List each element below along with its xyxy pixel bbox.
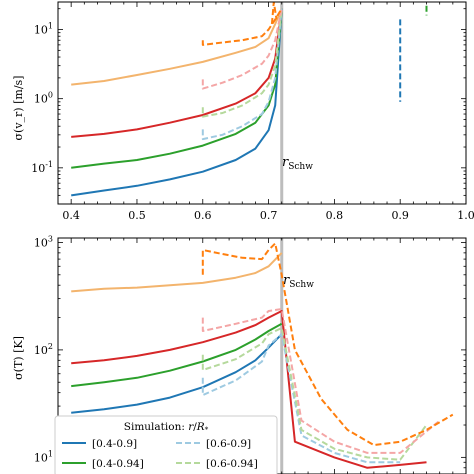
legend-box	[54, 415, 278, 474]
top-ytick-label: 10-1	[31, 160, 53, 175]
top-series-4	[201, 8, 283, 141]
bottom-ylabel: σ(T) [K]	[12, 336, 25, 380]
top-series-6	[201, 8, 283, 90]
bottom-series-3	[71, 252, 283, 293]
top-xtick-label: 0.7	[260, 209, 278, 222]
bottom-series-5	[201, 327, 428, 461]
top-panel-velocity: 0.4 0.5 0.6 0.7 0.8 0.9 1.0 10-1 100 101	[31, 1, 474, 222]
bottom-series-1	[71, 322, 283, 388]
legend-title: Simulation: r/R*	[124, 421, 209, 434]
bottom-series-0	[71, 333, 283, 414]
top-series-5	[201, 8, 283, 118]
top-series-0	[71, 8, 283, 197]
bottom-ytick-label: 101	[34, 449, 53, 464]
top-vline-label: rSchw	[282, 155, 313, 172]
top-series-3	[71, 8, 283, 86]
bottom-ytick-label: 102	[34, 342, 53, 357]
top-series-2	[71, 8, 283, 138]
top-xtick-label: 0.8	[326, 209, 344, 222]
top-series-7	[201, 8, 283, 46]
top-axes-frame	[57, 1, 467, 205]
top-series-1	[71, 8, 283, 169]
bottom-series-7	[201, 242, 454, 447]
legend-label: [0.6-0.94]	[206, 458, 258, 470]
legend-label: [0.6-0.9]	[206, 438, 251, 450]
top-ytick-label: 101	[34, 22, 53, 37]
top-xtick-label: 0.6	[194, 209, 212, 222]
top-xtick-label: 0.9	[391, 209, 409, 222]
top-ylabel: σ(v_r) [m/s]	[12, 76, 25, 141]
top-xtick-label: 0.5	[128, 209, 146, 222]
bottom-panel-temperature: 101 102 103	[34, 234, 467, 474]
legend-label: [0.4-0.9]	[92, 438, 137, 450]
top-xtick-label: 0.4	[62, 209, 80, 222]
top-ytick-label: 100	[34, 91, 53, 106]
bottom-vline-label: rSchw	[283, 273, 314, 290]
bottom-series-4	[201, 333, 401, 464]
bottom-axes-frame	[57, 237, 467, 474]
legend-label: [0.4-0.94]	[92, 458, 144, 470]
legend: Simulation: r/R* [0.4-0.9] [0.6-0.9] [0.4-…	[54, 415, 278, 474]
bottom-series-2	[71, 310, 427, 469]
bottom-ytick-label: 103	[34, 234, 53, 249]
top-xtick-label: 1.0	[457, 209, 474, 222]
